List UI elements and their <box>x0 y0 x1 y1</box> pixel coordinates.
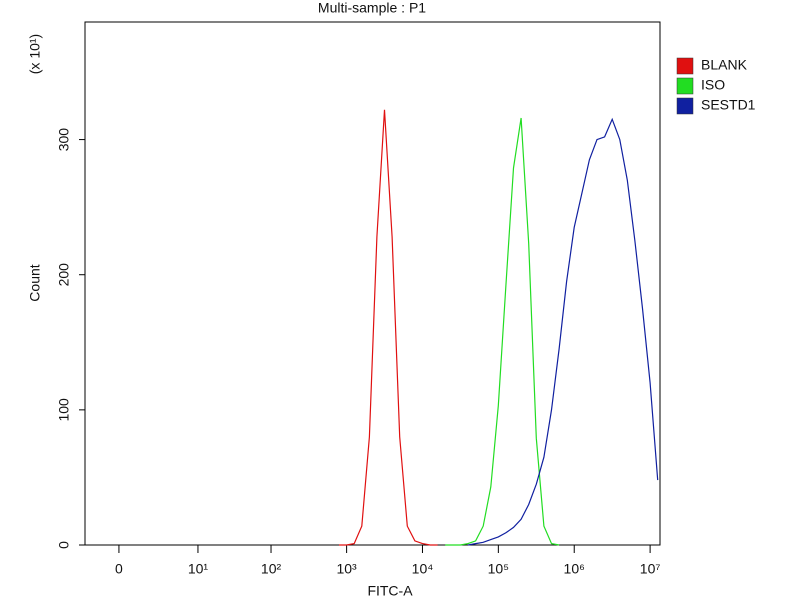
x-tick-label: 10¹ <box>188 561 209 577</box>
y-tick-label: 200 <box>56 263 72 287</box>
y-tick-label: 300 <box>56 128 72 152</box>
y-multiplier: (x 10¹) <box>27 34 43 74</box>
x-tick-label: 10⁶ <box>564 561 585 577</box>
histogram-line <box>467 117 659 546</box>
legend-label: SESTD1 <box>701 97 756 113</box>
plot-frame <box>84 21 661 546</box>
x-tick-label: 10⁵ <box>488 561 509 577</box>
legend-label: ISO <box>701 77 725 93</box>
x-tick-label: 0 <box>115 561 123 577</box>
y-tick-label: 0 <box>56 541 72 549</box>
chart-title: Multi-sample : P1 <box>318 0 426 16</box>
legend-swatch <box>676 77 694 95</box>
y-axis-label: Count <box>27 264 43 301</box>
x-axis-label: FITC-A <box>367 583 413 599</box>
legend-swatch <box>676 57 694 75</box>
legend-swatch <box>676 97 694 115</box>
x-tick-label: 10⁴ <box>412 561 434 577</box>
legend-label: BLANK <box>701 57 748 73</box>
x-tick-label: 10² <box>261 561 282 577</box>
x-tick-label: 10⁷ <box>640 561 661 577</box>
x-tick-label: 10³ <box>336 561 357 577</box>
y-tick-label: 100 <box>56 398 72 422</box>
histogram-line <box>339 109 438 546</box>
histogram-line <box>445 117 560 546</box>
